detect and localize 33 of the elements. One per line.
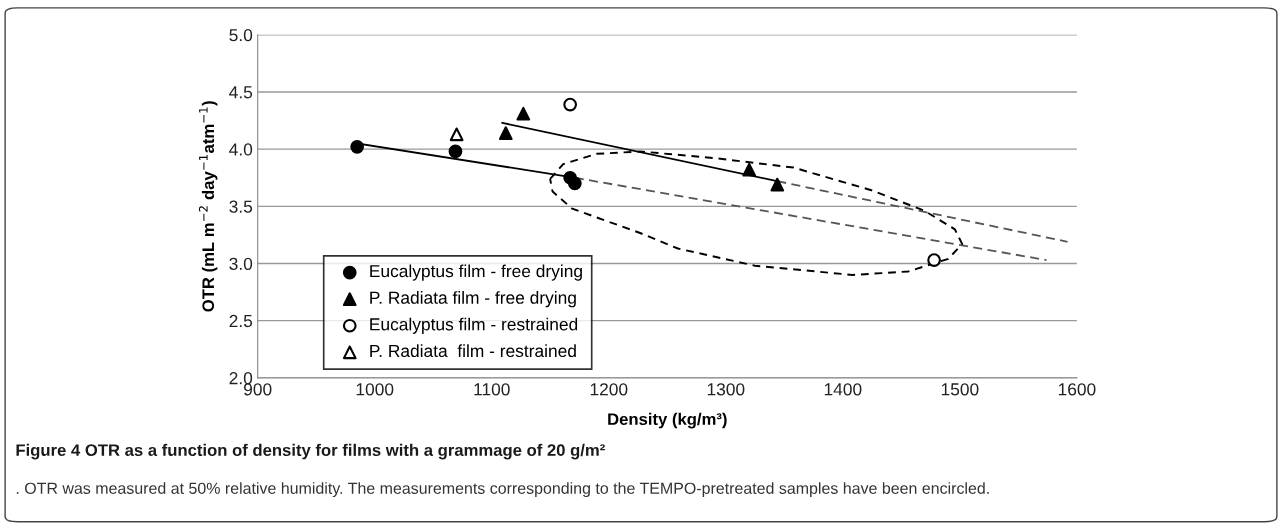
- x-axis-title: Density (kg/m³): [608, 412, 727, 429]
- point: [770, 177, 785, 192]
- point: [927, 253, 941, 267]
- y-tick-label: 5.0: [229, 28, 253, 42]
- y-axis-title: OTR (mL m$^{−2}$ day$^{−1}$atm$^{−1}$): [198, 101, 218, 312]
- point: [350, 140, 365, 154]
- y-tick-label: 3.0: [229, 257, 253, 270]
- y-tick-label: 2.0: [229, 372, 253, 385]
- text: Figure 4 OTR as a function of density for films with a grammage of 20 g/m²: [16, 443, 605, 460]
- point: [563, 97, 577, 112]
- point: [516, 106, 531, 121]
- x-tick-label: 1100: [474, 383, 510, 396]
- y-tick-label: 2.5: [229, 314, 253, 328]
- legend-label: Eucalyptus film - restrained: [370, 317, 578, 334]
- y-tick-label: 4.0: [229, 143, 253, 156]
- legend-label: Eucalyptus film - free drying: [370, 264, 582, 281]
- x-tick-label: 1000: [356, 383, 394, 396]
- x-tick-label: 1500: [941, 383, 979, 396]
- legend-label: P. Radiata film - free drying: [370, 291, 576, 308]
- x-tick-label: 900: [244, 383, 272, 396]
- point: [448, 144, 463, 159]
- x-tick-label: 1300: [707, 383, 745, 396]
- point: [742, 162, 757, 177]
- y-tick-label: 4.5: [229, 86, 253, 99]
- x-tick-label: 1200: [590, 383, 628, 396]
- x-tick-label: 1400: [824, 383, 862, 396]
- point: [498, 126, 513, 140]
- point: [567, 176, 582, 191]
- x-tick-label: 1600: [1058, 383, 1096, 396]
- legend-label: P. Radiata film - restrained: [370, 344, 576, 358]
- y-tick-label: 3.5: [229, 200, 253, 213]
- point: [449, 127, 464, 142]
- text: . OTR was measured at 50% relative humidity. The measurements corresponding to the TEMPO-pretreated samples have been encircled.: [16, 482, 989, 498]
